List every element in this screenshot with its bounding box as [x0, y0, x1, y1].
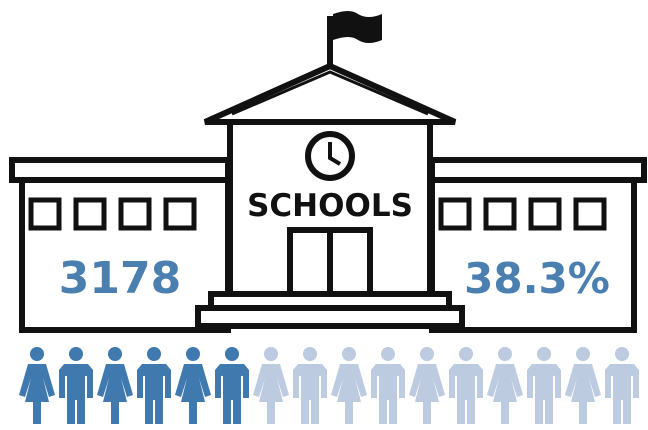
person-head	[147, 347, 161, 361]
person-body	[331, 364, 367, 424]
person-body	[487, 364, 523, 424]
person-head	[186, 347, 200, 361]
person-body	[97, 364, 133, 424]
person-icon	[137, 347, 171, 424]
person-body	[137, 364, 171, 424]
person-head	[498, 347, 512, 361]
person-head	[342, 347, 356, 361]
step-lower	[195, 305, 465, 329]
person-icon	[215, 347, 249, 424]
person-icon	[175, 347, 211, 424]
person-body	[215, 364, 249, 424]
roof	[203, 62, 457, 125]
person-head	[459, 347, 473, 361]
person-head	[381, 347, 395, 361]
flag	[333, 11, 382, 43]
person-body	[565, 364, 601, 424]
person-head	[537, 347, 551, 361]
person-body	[409, 364, 445, 424]
clock-hands	[328, 142, 342, 166]
person-body	[59, 364, 93, 424]
person-icon	[409, 347, 445, 424]
person-icon	[449, 347, 483, 424]
person-body	[19, 364, 55, 424]
label: SCHOOLS	[247, 188, 413, 224]
window	[28, 197, 62, 231]
windows	[28, 197, 607, 231]
person-body	[527, 364, 561, 424]
person-body	[605, 364, 639, 424]
window	[118, 197, 152, 231]
person-body	[449, 364, 483, 424]
person-body	[371, 364, 405, 424]
person-icon	[293, 347, 327, 424]
window	[163, 197, 197, 231]
person-head	[615, 347, 629, 361]
person-icon	[605, 347, 639, 424]
person-head	[30, 347, 44, 361]
person-icon	[371, 347, 405, 424]
person-icon	[19, 347, 55, 424]
person-icon	[97, 347, 133, 424]
school-building: SCHOOLS	[9, 11, 647, 333]
window	[438, 197, 472, 231]
person-icon	[331, 347, 367, 424]
person-body	[293, 364, 327, 424]
person-icon	[253, 347, 289, 424]
window	[483, 197, 517, 231]
person-head	[108, 347, 122, 361]
person-head	[420, 347, 434, 361]
window	[528, 197, 562, 231]
person-icon	[565, 347, 601, 424]
person-head	[264, 347, 278, 361]
person-icon	[59, 347, 93, 424]
person-body	[253, 364, 289, 424]
person-icon	[527, 347, 561, 424]
window	[573, 197, 607, 231]
person-head	[225, 347, 239, 361]
roof-trim	[231, 70, 429, 116]
window	[73, 197, 107, 231]
percent: 38.3%	[464, 254, 610, 303]
person-body	[175, 364, 211, 424]
count: 3178	[59, 253, 181, 304]
person-icon	[487, 347, 523, 424]
person-head	[303, 347, 317, 361]
person-head	[576, 347, 590, 361]
person-head	[69, 347, 83, 361]
people	[19, 347, 639, 424]
